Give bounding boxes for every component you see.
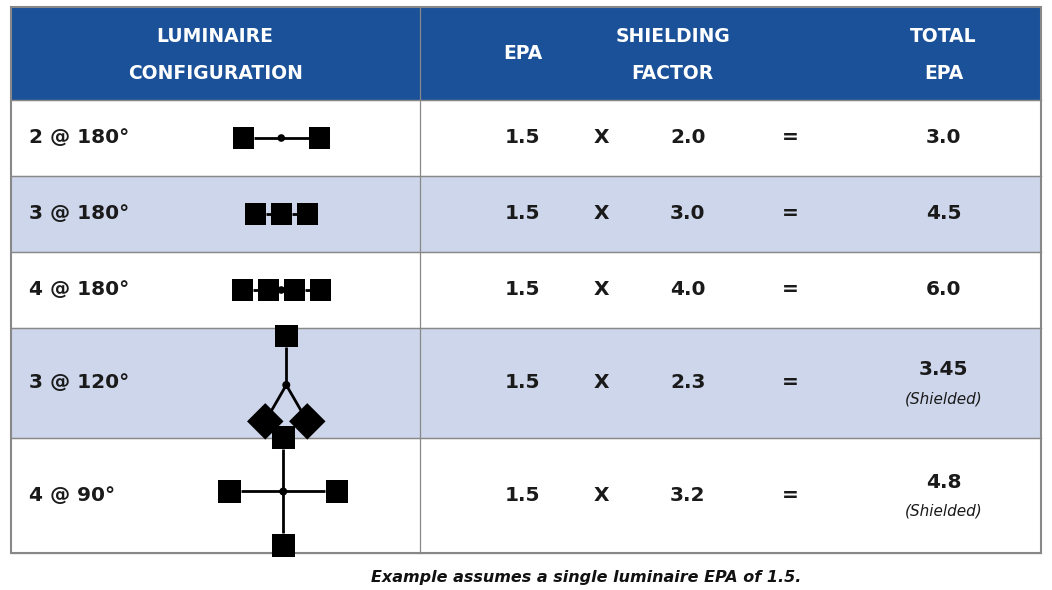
Circle shape: [278, 286, 285, 294]
Text: 3.45: 3.45: [918, 360, 968, 379]
Text: 2 @ 180°: 2 @ 180°: [28, 129, 128, 148]
Polygon shape: [272, 427, 295, 449]
Polygon shape: [247, 403, 284, 440]
Text: (Shielded): (Shielded): [905, 392, 983, 407]
Polygon shape: [272, 534, 295, 556]
Text: 4.0: 4.0: [670, 280, 706, 300]
Text: CONFIGURATION: CONFIGURATION: [127, 64, 303, 83]
Polygon shape: [309, 279, 331, 301]
Polygon shape: [297, 203, 318, 225]
Text: LUMINAIRE: LUMINAIRE: [157, 27, 274, 46]
Text: X: X: [593, 486, 609, 505]
Polygon shape: [289, 403, 325, 440]
Text: TOTAL: TOTAL: [910, 27, 977, 46]
Text: =: =: [782, 280, 798, 300]
Bar: [11, 7, 1041, 100]
Text: 4.8: 4.8: [926, 473, 962, 492]
Text: 2.3: 2.3: [670, 373, 706, 392]
Text: FACTOR: FACTOR: [631, 64, 713, 83]
Bar: [11, 328, 1041, 438]
Text: 4 @ 90°: 4 @ 90°: [28, 486, 115, 505]
Text: =: =: [782, 486, 798, 505]
Polygon shape: [284, 279, 305, 301]
Text: X: X: [593, 205, 609, 224]
Bar: [11, 438, 1041, 553]
Polygon shape: [244, 203, 266, 225]
Polygon shape: [308, 127, 330, 149]
Text: 3 @ 120°: 3 @ 120°: [28, 373, 128, 392]
Text: 4 @ 180°: 4 @ 180°: [28, 280, 128, 300]
Text: 2.0: 2.0: [670, 129, 706, 148]
Text: =: =: [782, 373, 798, 392]
Text: Example assumes a single luminaire EPA of 1.5.: Example assumes a single luminaire EPA o…: [370, 571, 802, 585]
Text: 6.0: 6.0: [926, 280, 962, 300]
Text: X: X: [593, 373, 609, 392]
Text: SHIELDING: SHIELDING: [615, 27, 730, 46]
Polygon shape: [275, 324, 298, 348]
Text: 3.0: 3.0: [670, 205, 706, 224]
Text: EPA: EPA: [924, 64, 964, 83]
Text: 1.5: 1.5: [505, 129, 541, 148]
Circle shape: [278, 134, 285, 142]
Text: (Shielded): (Shielded): [905, 504, 983, 519]
Bar: [11, 100, 1041, 176]
Text: =: =: [782, 205, 798, 224]
Text: =: =: [782, 129, 798, 148]
Bar: [11, 176, 1041, 252]
Polygon shape: [218, 480, 241, 503]
Bar: [11, 252, 1041, 328]
Text: EPA: EPA: [503, 44, 543, 63]
Circle shape: [282, 381, 290, 389]
Text: 1.5: 1.5: [505, 486, 541, 505]
Polygon shape: [326, 480, 348, 503]
Circle shape: [279, 487, 287, 496]
Text: 1.5: 1.5: [505, 280, 541, 300]
Text: 1.5: 1.5: [505, 205, 541, 224]
Text: 4.5: 4.5: [926, 205, 962, 224]
Text: 3.0: 3.0: [926, 129, 962, 148]
Text: X: X: [593, 280, 609, 300]
Polygon shape: [231, 279, 254, 301]
Text: 1.5: 1.5: [505, 373, 541, 392]
Text: 3 @ 180°: 3 @ 180°: [28, 205, 128, 224]
Polygon shape: [258, 279, 279, 301]
Polygon shape: [232, 127, 254, 149]
Text: X: X: [593, 129, 609, 148]
Text: 3.2: 3.2: [670, 486, 706, 505]
Polygon shape: [270, 203, 292, 225]
